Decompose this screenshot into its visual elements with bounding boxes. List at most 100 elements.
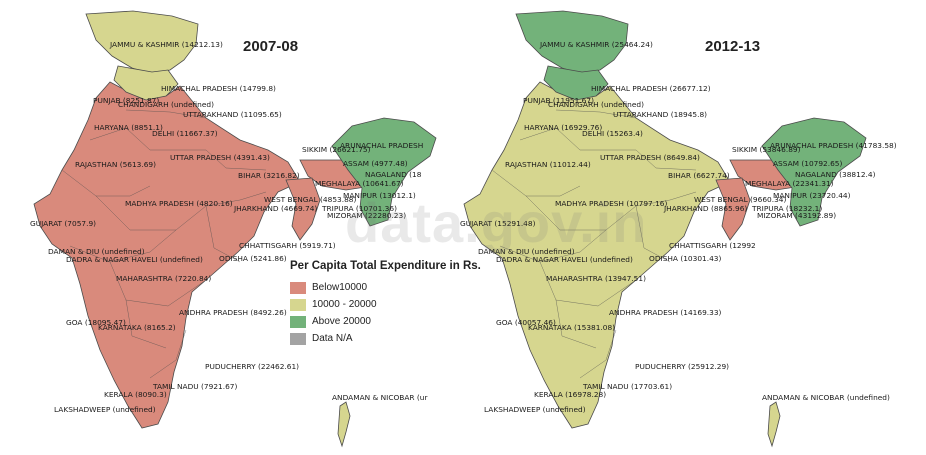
state-border	[95, 195, 176, 231]
state-border	[579, 329, 617, 379]
legend-label: 10000 - 20000	[312, 299, 377, 310]
state-label: LAKSHADWEEP (undefined)	[484, 405, 586, 414]
region-north	[85, 10, 199, 75]
state-label: MAHARASHTRA (7220.84)	[116, 274, 211, 283]
legend-title: Per Capita Total Expenditure in Rs.	[290, 260, 481, 272]
state-border	[150, 149, 267, 171]
state-label: DELHI (15263.4)	[582, 129, 643, 138]
state-label: CHHATTISGARH (12992	[669, 241, 756, 250]
state-label: JHARKHAND (8865.96)	[663, 204, 747, 213]
state-border	[580, 149, 697, 171]
legend: Per Capita Total Expenditure in Rs. Belo…	[290, 260, 510, 347]
map-title-2007-08: 2007-08	[243, 38, 299, 55]
state-label: GOA (18095.47)	[66, 318, 126, 327]
state-label: RAJASTHAN (11012.44)	[505, 160, 591, 169]
state-label: DAMAN & DIU (undefined)	[48, 247, 145, 256]
state-label: NAGALAND (18	[365, 170, 422, 179]
state-border	[555, 109, 637, 119]
state-label: MANIPUR (13012.1)	[343, 191, 416, 200]
state-border	[69, 229, 177, 263]
state-label: ARUNACHAL PRADESH	[340, 141, 423, 150]
state-label: CHHATTISGARH (5919.71)	[239, 241, 336, 250]
state-label: KERALA (8090.3)	[104, 390, 167, 399]
state-border	[635, 205, 671, 263]
state-label: ANDAMAN & NICOBAR (undefined)	[762, 393, 890, 402]
state-border	[499, 229, 607, 263]
state-label: TRIPURA (18232.1)	[751, 204, 822, 213]
state-border	[525, 195, 606, 231]
state-border	[205, 205, 241, 263]
state-label: JHARKHAND (4669.74)	[233, 204, 317, 213]
state-label: BIHAR (6627.74)	[668, 171, 730, 180]
state-label: DADRA & NAGAR HAVELI (undefined)	[66, 255, 203, 264]
region-himachal	[543, 65, 609, 101]
state-label: PUDUCHERRY (25912.29)	[635, 362, 729, 371]
india-map-2007-08: JAMMU & KASHMIR (14212.13) HIMACHAL PRADE…	[30, 10, 437, 448]
state-label: ODISHA (10301.43)	[649, 254, 721, 263]
state-label: PUDUCHERRY (22462.61)	[205, 362, 299, 371]
state-label: UTTAR PRADESH (4391.43)	[170, 153, 270, 162]
state-label: MEGHALAYA (22341.31)	[745, 179, 834, 188]
state-label: HARYANA (16929.76)	[524, 123, 602, 132]
region-andaman	[337, 401, 351, 448]
legend-label: Above 20000	[312, 316, 371, 327]
state-border	[89, 127, 151, 151]
state-label: TAMIL NADU (7921.67)	[152, 382, 237, 391]
state-label: KARNATAKA (15381.08)	[528, 323, 615, 332]
state-label: ANDHRA PRADESH (8492.26)	[179, 308, 287, 317]
state-label: MADHYA PRADESH (4820.16)	[125, 199, 233, 208]
legend-item-below-10000: Below10000	[290, 279, 510, 296]
state-label: MAHARASHTRA (13947.51)	[546, 274, 646, 283]
state-border	[125, 109, 207, 119]
state-label: UTTARAKHAND (11095.65)	[183, 110, 282, 119]
state-label: TAMIL NADU (17703.61)	[582, 382, 672, 391]
legend-item-data-na: Data N/A	[290, 330, 510, 347]
state-label: ANDHRA PRADESH (14169.33)	[609, 308, 722, 317]
state-label: ASSAM (10792.65)	[773, 159, 843, 168]
state-label: MIZORAM (43192.89)	[757, 211, 836, 220]
state-label: KERALA (16978.28)	[534, 390, 606, 399]
state-border	[539, 261, 637, 307]
legend-label: Data N/A	[312, 333, 353, 344]
region-bengal	[285, 177, 321, 241]
region-north	[515, 10, 629, 75]
state-border	[61, 169, 151, 197]
state-border	[109, 261, 207, 307]
state-label: HARYANA (8851.1)	[94, 123, 163, 132]
state-label: DAMAN & DIU (undefined)	[478, 247, 575, 256]
state-label: SIKKIM (26621.75)	[302, 145, 371, 154]
state-label: MEGHALAYA (10641.67)	[315, 179, 404, 188]
state-label: WEST BENGAL (4853.88)	[264, 195, 356, 204]
state-label: GUJARAT (7057.9)	[30, 219, 96, 228]
state-border	[125, 299, 167, 349]
state-label: HIMACHAL PRADESH (26677.12)	[591, 84, 711, 93]
state-label: GUJARAT (15291.48)	[460, 219, 536, 228]
state-label: CHANDIGARH (undefined)	[118, 100, 214, 109]
legend-item-above-20000: Above 20000	[290, 313, 510, 330]
state-label: SIKKIM (53846.89)	[732, 145, 801, 154]
legend-label: Below10000	[312, 282, 368, 293]
state-label: PUNJAB (8251.87)	[93, 96, 159, 105]
state-label: TRIPURA (10701.36)	[321, 204, 397, 213]
state-label: DELHI (11667.37)	[152, 129, 218, 138]
legend-swatch	[290, 332, 306, 345]
state-label: JAMMU & KASHMIR (25464.24)	[539, 40, 653, 49]
region-bengal	[715, 177, 751, 241]
state-label: BIHAR (3216.82)	[238, 171, 300, 180]
state-label: UTTARAKHAND (18945.8)	[613, 110, 707, 119]
state-label: JAMMU & KASHMIR (14212.13)	[109, 40, 223, 49]
state-label: PUNJAB (11951.67)	[523, 96, 594, 105]
state-label: LAKSHADWEEP (undefined)	[54, 405, 156, 414]
state-label: NAGALAND (38812.4)	[795, 170, 876, 179]
state-label: WEST BENGAL (9660.34)	[694, 195, 786, 204]
state-border	[491, 169, 581, 197]
state-label: CHANDIGARH (undefined)	[548, 100, 644, 109]
region-ne_green	[331, 117, 437, 227]
india-map-2012-13: JAMMU & KASHMIR (25464.24) HIMACHAL PRADE…	[460, 10, 897, 448]
state-border	[605, 191, 697, 231]
state-label: DADRA & NAGAR HAVELI (undefined)	[496, 255, 633, 264]
legend-swatch	[290, 281, 306, 294]
legend-item-10000-20000: 10000 - 20000	[290, 296, 510, 313]
